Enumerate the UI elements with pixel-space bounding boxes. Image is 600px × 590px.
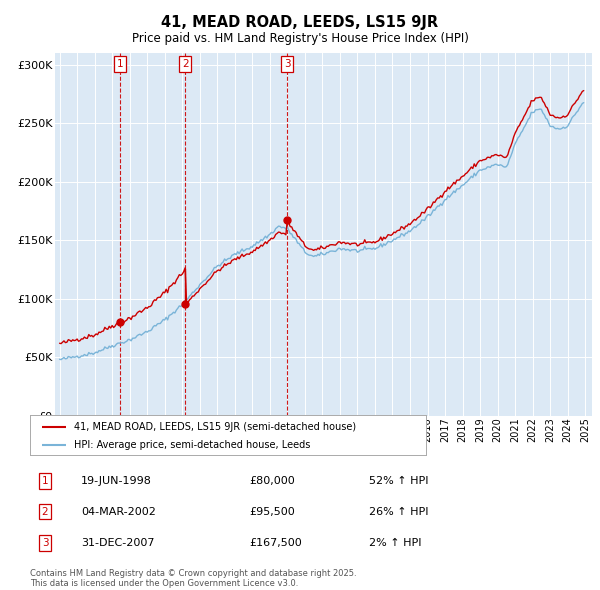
Text: 31-DEC-2007: 31-DEC-2007	[81, 538, 155, 548]
Text: 2% ↑ HPI: 2% ↑ HPI	[369, 538, 421, 548]
Text: 04-MAR-2002: 04-MAR-2002	[81, 507, 156, 516]
Text: HPI: Average price, semi-detached house, Leeds: HPI: Average price, semi-detached house,…	[74, 441, 310, 450]
Text: 41, MEAD ROAD, LEEDS, LS15 9JR (semi-detached house): 41, MEAD ROAD, LEEDS, LS15 9JR (semi-det…	[74, 422, 356, 432]
Text: 3: 3	[41, 538, 49, 548]
Text: £95,500: £95,500	[249, 507, 295, 516]
Text: 52% ↑ HPI: 52% ↑ HPI	[369, 476, 428, 486]
Text: 2: 2	[41, 507, 49, 516]
Text: £80,000: £80,000	[249, 476, 295, 486]
Text: 2: 2	[182, 59, 188, 69]
Text: 41, MEAD ROAD, LEEDS, LS15 9JR: 41, MEAD ROAD, LEEDS, LS15 9JR	[161, 15, 439, 30]
Text: 26% ↑ HPI: 26% ↑ HPI	[369, 507, 428, 516]
Text: £167,500: £167,500	[249, 538, 302, 548]
Text: 1: 1	[41, 476, 49, 486]
Text: 19-JUN-1998: 19-JUN-1998	[81, 476, 152, 486]
Text: Price paid vs. HM Land Registry's House Price Index (HPI): Price paid vs. HM Land Registry's House …	[131, 32, 469, 45]
Text: 3: 3	[284, 59, 290, 69]
Text: Contains HM Land Registry data © Crown copyright and database right 2025.
This d: Contains HM Land Registry data © Crown c…	[30, 569, 356, 588]
Text: 1: 1	[117, 59, 124, 69]
